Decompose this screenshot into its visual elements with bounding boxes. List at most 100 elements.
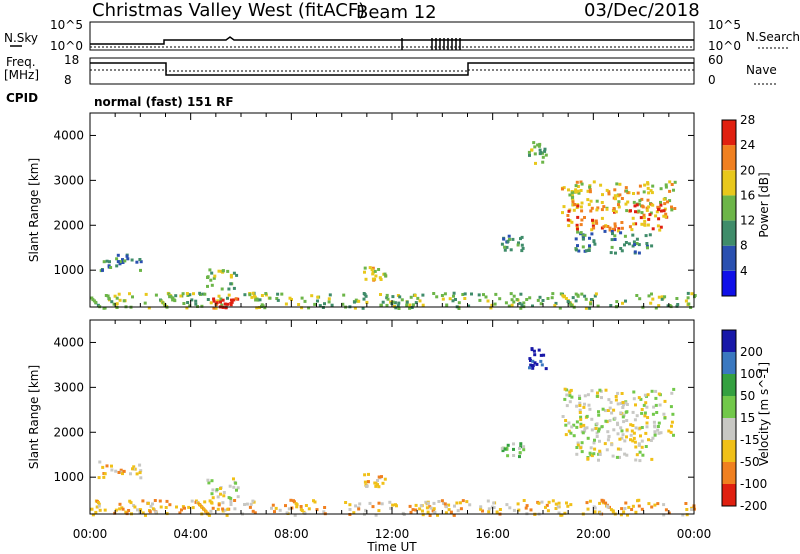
heatmap-cell-4 <box>530 348 534 352</box>
heatmap-cell-3 <box>522 445 526 449</box>
heatmap-cell-7 <box>178 511 182 515</box>
heatmap-cell-7 <box>429 506 433 510</box>
heatmap-cell-6 <box>642 216 646 220</box>
heatmap-cell-5 <box>562 186 566 190</box>
y-tick-label: 1000 <box>53 470 84 484</box>
station-title: Christmas Valley West (fitACF) <box>92 0 365 21</box>
heatmap-cell-7 <box>610 230 614 233</box>
heatmap-cell-7 <box>226 507 230 511</box>
heatmap-cell-5 <box>568 400 572 404</box>
heatmap-cell-5 <box>670 208 674 212</box>
heatmap-cell-8 <box>316 299 319 303</box>
heatmap-cell-8 <box>254 298 258 302</box>
heatmap-cell-8 <box>318 304 322 308</box>
heatmap-cell-5 <box>579 418 583 422</box>
heatmap-cell-1 <box>210 479 214 483</box>
freq-panel <box>89 57 695 85</box>
heatmap-cell-5 <box>654 389 658 393</box>
heatmap-cell-5 <box>616 402 620 406</box>
heatmap-cell-7 <box>664 508 668 512</box>
heatmap-cell-8 <box>393 301 397 305</box>
heatmap-cell-7 <box>146 501 150 505</box>
heatmap-cell-6 <box>591 224 595 228</box>
heatmap-cell-1 <box>206 276 209 279</box>
heatmap-cell-8 <box>385 293 389 297</box>
heatmap-cell-7 <box>512 508 516 512</box>
heatmap-cell-5 <box>653 424 657 428</box>
y-tick-label: 3000 <box>53 173 84 187</box>
heatmap-cell-6 <box>619 447 623 451</box>
heatmap-cell-5 <box>578 401 582 405</box>
heatmap-cell-5 <box>606 430 610 434</box>
heatmap-cell-4 <box>531 366 535 370</box>
colorbar-tick-label: -50 <box>740 455 760 469</box>
heatmap-cell-6 <box>575 223 579 227</box>
heatmap-cell-1 <box>220 287 224 291</box>
heatmap-cell-8 <box>554 301 558 305</box>
heatmap-cell-4 <box>539 151 543 154</box>
heatmap-cell-4 <box>540 363 544 367</box>
heatmap-cell-1 <box>226 269 230 273</box>
heatmap-cell-6 <box>566 218 570 222</box>
heatmap-cell-8 <box>541 299 545 302</box>
heatmap-cell-6 <box>617 203 620 207</box>
heatmap-cell-4 <box>538 142 542 146</box>
heatmap-cell-7 <box>285 511 289 515</box>
heatmap-cell-7 <box>637 243 641 247</box>
heatmap-cell-7 <box>645 242 649 245</box>
heatmap-cell-6 <box>618 455 621 459</box>
heatmap-cell-8 <box>564 297 568 300</box>
heatmap-cell-7 <box>180 508 183 512</box>
heatmap-cell-8 <box>657 304 661 308</box>
heatmap-cell-7 <box>284 504 287 508</box>
heatmap-cell-8 <box>209 301 213 305</box>
heatmap-cell-7 <box>377 501 381 505</box>
heatmap-cell-2 <box>366 480 370 484</box>
heatmap-cell-8 <box>379 303 383 307</box>
heatmap-cell-8 <box>504 301 508 305</box>
heatmap-cell-7 <box>685 508 689 511</box>
heatmap-cell-7 <box>442 501 445 505</box>
nsearch-label: N.Search <box>746 30 800 44</box>
heatmap-cell-6 <box>640 222 644 226</box>
heatmap-cell-5 <box>575 420 579 424</box>
heatmap-cell-3 <box>505 446 509 450</box>
heatmap-cell-1 <box>215 488 219 492</box>
heatmap-cell-7 <box>248 505 252 509</box>
heatmap-cell-8 <box>186 301 190 304</box>
heatmap-cell-2 <box>379 278 383 281</box>
heatmap-cell-5 <box>645 421 649 425</box>
heatmap-cell-8 <box>179 294 183 298</box>
heatmap-cell-6 <box>659 203 663 207</box>
heatmap-cell-3 <box>516 243 520 247</box>
heatmap-cell-0 <box>126 257 130 261</box>
heatmap-cell-7 <box>601 499 605 503</box>
heatmap-cell-5 <box>561 211 564 215</box>
heatmap-cell-5 <box>603 409 607 413</box>
heatmap-cell-5 <box>636 191 640 195</box>
heatmap-cell-6 <box>611 454 615 458</box>
heatmap-cell-8 <box>214 306 218 310</box>
colorbar-tick-label: 8 <box>740 239 748 253</box>
colorbar-swatch <box>722 440 736 462</box>
heatmap-cell-7 <box>432 501 436 505</box>
heatmap-cell-4 <box>543 149 547 153</box>
heatmap-cell-8 <box>519 292 523 296</box>
heatmap-cell-4 <box>533 152 537 156</box>
heatmap-cell-7 <box>210 501 214 505</box>
heatmap-cell-6 <box>630 228 634 232</box>
heatmap-cell-8 <box>408 306 412 310</box>
heatmap-cell-5 <box>624 401 628 405</box>
heatmap-cell-7 <box>577 249 581 253</box>
heatmap-cell-0 <box>115 257 119 261</box>
heatmap-cell-8 <box>143 301 147 305</box>
heatmap-cell-6 <box>592 226 596 230</box>
heatmap-cell-7 <box>209 509 213 513</box>
heatmap-cell-7 <box>312 499 315 503</box>
heatmap-cell-3 <box>517 241 520 245</box>
colorbar-swatch <box>722 418 736 440</box>
heatmap-cell-8 <box>684 299 688 303</box>
heatmap-cell-8 <box>253 295 257 299</box>
heatmap-cell-8 <box>115 296 119 300</box>
heatmap-cell-5 <box>613 194 617 198</box>
